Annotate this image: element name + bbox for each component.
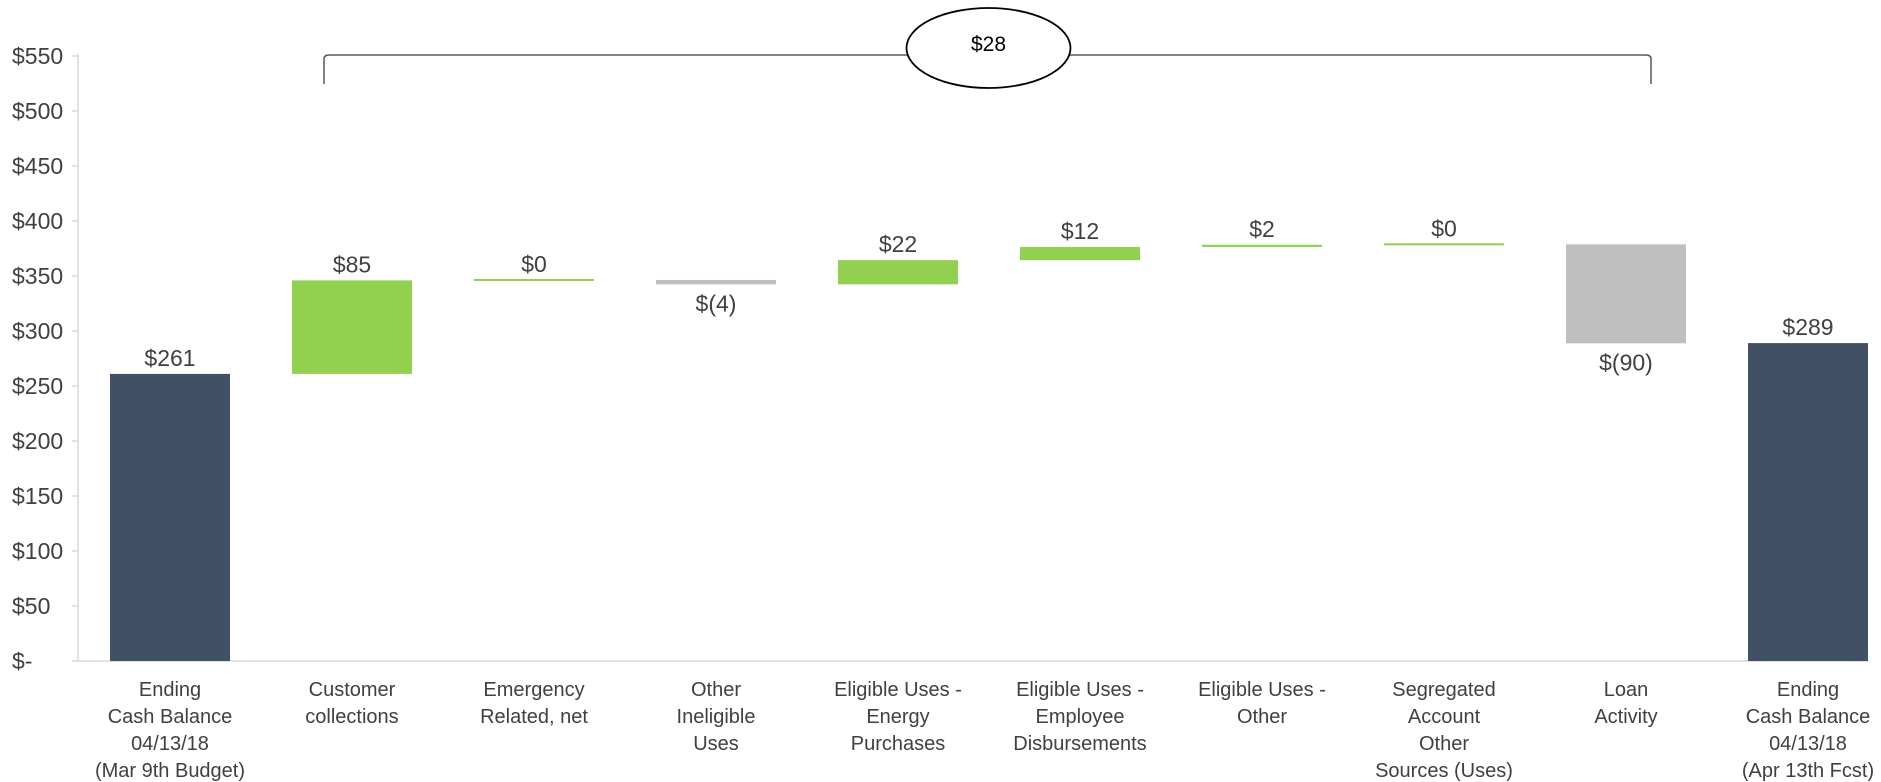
category-line: Customer — [309, 679, 396, 701]
category-label-9: Loan Activity — [1594, 679, 1657, 728]
y-tick-label: $500 — [12, 98, 63, 124]
category-line: Cash Balance — [1746, 706, 1871, 728]
category-line: Ending — [139, 679, 201, 701]
bracket-callout: $28 — [323, 7, 1652, 89]
data-label-3: $0 — [521, 251, 547, 277]
bar-3 — [474, 278, 594, 281]
category-line: Activity — [1594, 706, 1657, 728]
y-tick-label: $100 — [12, 538, 63, 564]
y-tick-label: $200 — [12, 428, 63, 454]
category-label-1: Ending Cash Balance 04/13/18 (Mar 9th Budge… — [95, 679, 245, 782]
category-label-3: Emergency Related, net — [480, 679, 588, 728]
category-line: Disbursements — [1013, 733, 1146, 755]
bar-7 — [1202, 244, 1322, 247]
category-line: Ineligible — [677, 706, 756, 728]
bar-5 — [838, 260, 958, 285]
category-line: Other — [1237, 706, 1287, 728]
data-label-6: $12 — [1061, 218, 1099, 244]
category-line: Ending — [1777, 679, 1839, 701]
data-label-1: $261 — [144, 345, 195, 371]
bar-8 — [1384, 243, 1504, 246]
callout-ellipse — [905, 7, 1072, 89]
y-axis: $550 $500 $450 $400 $350 $300 $250 $200 $150 $100… — [12, 43, 79, 674]
y-tick-label: $550 — [12, 43, 63, 69]
category-line: Eligible Uses - — [1198, 679, 1326, 701]
category-line: Eligible Uses - — [834, 679, 962, 701]
category-line: 04/13/18 — [131, 733, 209, 755]
category-line: Emergency — [483, 679, 584, 701]
y-tick-label: $400 — [12, 208, 63, 234]
y-tick-label: $250 — [12, 373, 63, 399]
data-label-8: $0 — [1431, 215, 1457, 241]
data-label-2: $85 — [333, 251, 371, 277]
category-line: (Apr 13th Fcst) — [1742, 760, 1874, 782]
bar-9 — [1566, 244, 1686, 344]
y-tick-label: $350 — [12, 263, 63, 289]
category-line: Eligible Uses - — [1016, 679, 1144, 701]
y-tick-label: $- — [12, 648, 32, 674]
data-label-9: $(90) — [1599, 349, 1653, 375]
category-line: Account — [1408, 706, 1481, 728]
y-tick-label: $50 — [12, 593, 50, 619]
y-tick-label: $450 — [12, 153, 63, 179]
category-label-10: Ending Cash Balance 04/13/18 (Apr 13th Fcst… — [1742, 679, 1874, 782]
callout-label: $28 — [971, 33, 1006, 56]
category-line: Segregated — [1392, 679, 1495, 701]
category-labels: Ending Cash Balance 04/13/18 (Mar 9th Budge… — [95, 679, 1874, 782]
category-line: Sources (Uses) — [1375, 760, 1513, 782]
category-label-4: Other Ineligible Uses — [677, 679, 756, 755]
data-label-10: $289 — [1782, 314, 1833, 340]
category-label-7: Eligible Uses - Other — [1198, 679, 1326, 728]
data-label-7: $2 — [1249, 216, 1275, 242]
bars — [110, 243, 1868, 661]
category-line: (Mar 9th Budget) — [95, 760, 245, 782]
category-label-5: Eligible Uses - Energy Purchases — [834, 679, 962, 755]
category-line: 04/13/18 — [1769, 733, 1847, 755]
category-line: Employee — [1036, 706, 1125, 728]
category-label-8: Segregated Account Other Sources (Uses) — [1375, 679, 1513, 782]
category-line: Energy — [866, 706, 929, 728]
category-line: collections — [305, 706, 398, 728]
category-line: Other — [1419, 733, 1469, 755]
bar-2 — [292, 280, 412, 374]
bar-6 — [1020, 246, 1140, 261]
bar-4 — [656, 279, 776, 285]
category-line: Uses — [693, 733, 739, 755]
bar-1 — [110, 373, 230, 661]
bar-10 — [1748, 343, 1868, 661]
category-line: Related, net — [480, 706, 588, 728]
category-line: Purchases — [851, 733, 946, 755]
category-line: Loan — [1604, 679, 1649, 701]
data-label-4: $(4) — [696, 290, 737, 316]
category-label-6: Eligible Uses - Employee Disbursements — [1013, 679, 1146, 755]
y-tick-label: $150 — [12, 483, 63, 509]
category-line: Cash Balance — [108, 706, 233, 728]
y-tick-label: $300 — [12, 318, 63, 344]
data-labels: $261 $85 $0 $(4) $22 $12 $2 $0 $(90) $289 — [144, 215, 1833, 375]
category-label-2: Customer collections — [305, 679, 398, 728]
data-label-5: $22 — [879, 231, 917, 257]
category-line: Other — [691, 679, 741, 701]
